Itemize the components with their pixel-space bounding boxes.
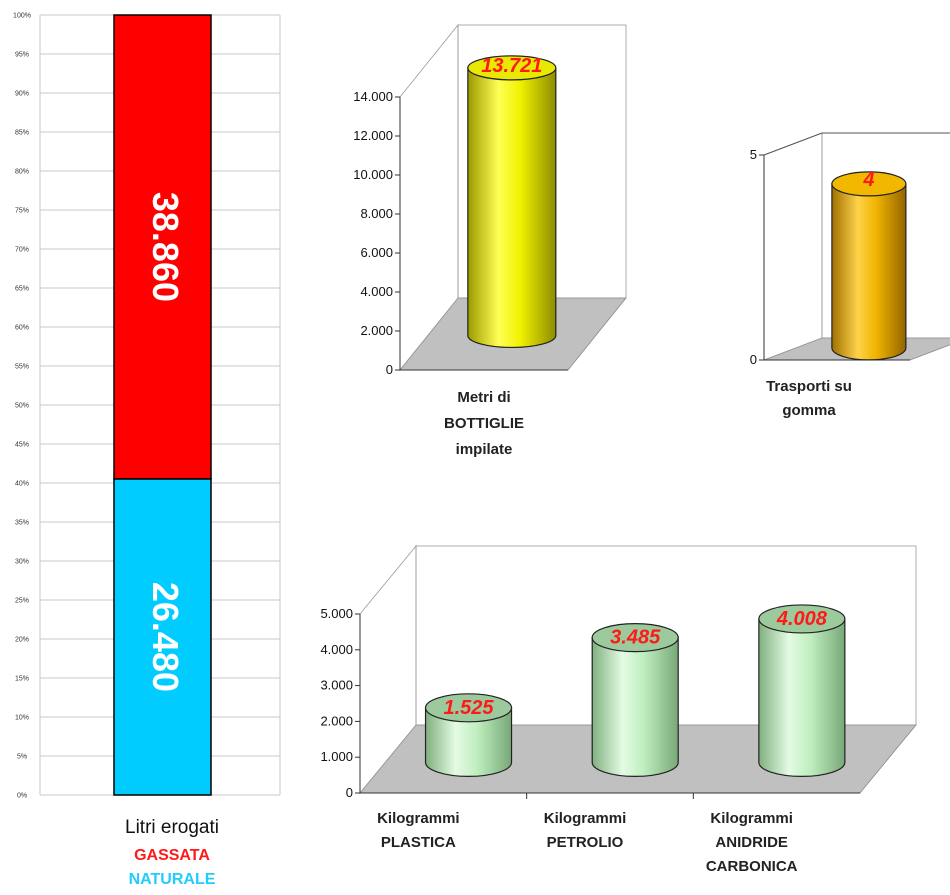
category-label: Metri di — [457, 389, 510, 406]
bottles-chart: 0 2.000 4.000 6.000 8.000 10.000 12.000 14.000 1… — [353, 23, 627, 458]
y-tick-label: 5.000 — [320, 606, 353, 621]
y-tick-label: 100% — [13, 13, 31, 20]
cylinder-body — [591, 637, 679, 777]
data-label-gassata: 38.860 — [145, 192, 186, 302]
legend-entry-gassata: GASSATA — [134, 847, 210, 864]
cylinder-body — [424, 707, 513, 777]
legend-entry-naturale: NATURALE — [129, 871, 216, 888]
cylinder-bar — [758, 604, 846, 777]
y-tick-label: 5 — [750, 147, 757, 162]
y-tick-label: 35% — [15, 520, 29, 527]
data-label-naturale: 26.480 — [145, 582, 186, 692]
cylinder-top — [424, 693, 513, 723]
transport-chart: 0 5 4 Trasporti su gomma — [750, 132, 950, 419]
y-tick-label: 10% — [15, 715, 29, 722]
category-label: Kilogrammi — [544, 810, 627, 827]
category-label-litri-erogati: Litri erogati — [125, 817, 219, 838]
y-tick-label: 20% — [15, 637, 29, 644]
category-label: Kilogrammi — [710, 810, 793, 827]
y-tick-label: 5% — [17, 754, 27, 761]
y-tick-label: 14.000 — [353, 89, 393, 104]
y-tick-label: 70% — [15, 247, 29, 254]
category-label: Kilogrammi — [377, 810, 460, 827]
y-tick-label: 85% — [15, 130, 29, 137]
y-tick-label: 45% — [15, 442, 29, 449]
cylinder-body — [758, 618, 846, 777]
y-tick-label: 0 — [346, 785, 353, 800]
category-label: CARBONICA — [706, 858, 798, 875]
cylinder-bar — [831, 171, 907, 361]
y-tick-label: 0% — [17, 793, 27, 800]
bar-segment-gassata — [113, 14, 212, 480]
y-tick-label: 90% — [15, 91, 29, 98]
y-tick-label: 60% — [15, 325, 29, 332]
y-tick-label: 1.000 — [320, 749, 353, 764]
category-label: Trasporti su — [766, 378, 852, 395]
category-label: gomma — [782, 402, 836, 419]
stacked-chart-y-ticks: 0% 5% 10% 15% 20% 25% 30% 35% 40% 45% 50% 55% 60% 65%… — [13, 13, 31, 800]
data-label: 13.721 — [481, 55, 542, 77]
y-tick-label: 12.000 — [353, 128, 393, 143]
y-tick-label: 4.000 — [320, 642, 353, 657]
category-label: ANIDRIDE — [715, 834, 788, 851]
y-tick-label: 95% — [15, 52, 29, 59]
y-tick-label: 4.000 — [360, 284, 393, 299]
bar-segment-naturale — [113, 478, 212, 796]
kilograms-chart: 0 1.000 2.000 3.000 4.000 5.000 1.525 Kilogramm… — [320, 544, 917, 875]
data-label: 4.008 — [776, 608, 828, 630]
y-tick-label: 75% — [15, 208, 29, 215]
y-tick-label: 40% — [15, 481, 29, 488]
cylinder-bar — [424, 693, 513, 777]
cylinder-body — [467, 67, 557, 349]
data-label: 1.525 — [444, 697, 495, 719]
cylinder-bar — [591, 623, 679, 777]
y-tick-label: 15% — [15, 676, 29, 683]
category-label: BOTTIGLIE — [444, 415, 524, 432]
y-tick-label: 8.000 — [360, 206, 393, 221]
y-tick-label: 30% — [15, 559, 29, 566]
y-tick-label: 0 — [750, 352, 757, 367]
category-label: impilate — [456, 441, 513, 458]
cylinder-top — [467, 55, 557, 81]
y-tick-label: 55% — [15, 364, 29, 371]
y-tick-label: 80% — [15, 169, 29, 176]
cylinder-top — [591, 623, 679, 653]
category-label: PETROLIO — [547, 834, 624, 851]
cylinder-bar — [467, 55, 557, 349]
category-label: PLASTICA — [381, 834, 456, 851]
y-tick-label: 2.000 — [360, 323, 393, 338]
gridline — [763, 132, 950, 156]
y-tick-label: 65% — [15, 286, 29, 293]
y-tick-label: 25% — [15, 598, 29, 605]
y-tick-label: 3.000 — [320, 678, 353, 693]
data-label: 4 — [862, 169, 874, 191]
y-tick-label: 2.000 — [320, 713, 353, 728]
side-wall — [763, 132, 823, 361]
cylinder-top — [831, 171, 907, 197]
y-tick-label: 6.000 — [360, 245, 393, 260]
cylinder-body — [831, 183, 907, 361]
y-tick-label: 50% — [15, 403, 29, 410]
cylinder-top — [758, 604, 846, 634]
y-tick-label: 0 — [386, 362, 393, 377]
stacked-percent-chart: 0% 5% 10% 15% 20% 25% 30% 35% 40% 45% 50% 55% 60% 65%… — [13, 13, 281, 888]
y-tick-label: 10.000 — [353, 167, 393, 182]
data-label: 3.485 — [610, 627, 661, 649]
